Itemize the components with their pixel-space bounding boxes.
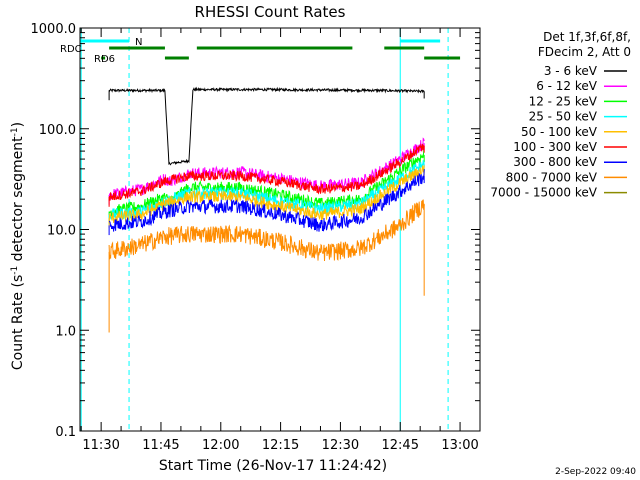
x-tick-label: 11:45 [142, 438, 179, 453]
legend-header-line-1: Det 1f,3f,6f,8f, [543, 30, 631, 44]
legend-entry-label: 7000 - 15000 keV [490, 186, 597, 200]
x-tick-label: 13:00 [441, 438, 478, 453]
y-tick-label: 1.0 [55, 324, 76, 339]
y-axis-label: Count Rate (s-1 detector segment-1) [10, 122, 26, 370]
plot-area [80, 28, 461, 431]
x-tick-label: 12:45 [382, 438, 419, 453]
legend-entry-label: 3 - 6 keV [544, 64, 598, 78]
night-bar-label: N [135, 37, 142, 48]
status-bar-label: RD6 [94, 54, 115, 65]
series-line [108, 199, 425, 262]
series-line [108, 169, 425, 232]
y-tick-label: 10.0 [47, 224, 76, 239]
y-tick-label: 1000.0 [31, 22, 77, 37]
x-tick-label: 12:30 [322, 438, 359, 453]
legend-entry-label: 12 - 25 keV [529, 94, 598, 108]
legend-header-line-2: FDecim 2, Att 0 [538, 45, 631, 59]
legend-entry-label: 100 - 300 keV [513, 140, 597, 154]
status-bar-label: RDC [60, 44, 82, 55]
legend-entry-label: 300 - 800 keV [513, 155, 597, 169]
series-line [108, 86, 425, 166]
y-tick-label: 100.0 [39, 123, 76, 138]
x-tick-label: 12:15 [262, 438, 299, 453]
legend-entry-label: 800 - 7000 keV [506, 170, 598, 184]
x-axis-label: Start Time (26-Nov-17 11:24:42) [159, 458, 387, 474]
legend-entry-label: 25 - 50 keV [529, 110, 598, 124]
legend-entry-label: 50 - 100 keV [521, 125, 598, 139]
x-tick-label: 11:30 [82, 438, 119, 453]
chart-title: RHESSI Count Rates [195, 3, 346, 21]
legend-entry-label: 6 - 12 keV [536, 79, 598, 93]
series-line [108, 143, 425, 201]
x-tick-label: 12:00 [202, 438, 239, 453]
y-tick-label: 0.1 [55, 425, 76, 440]
footer-date: 2-Sep-2022 09:40 [555, 467, 636, 477]
series-line [108, 165, 425, 224]
